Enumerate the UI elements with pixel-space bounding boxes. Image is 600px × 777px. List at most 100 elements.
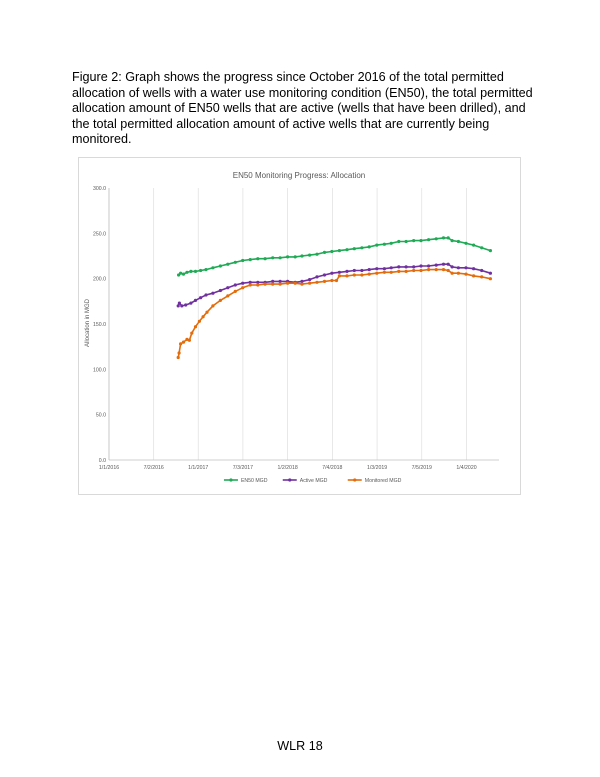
data-point <box>211 304 215 308</box>
data-point <box>404 269 408 273</box>
series-line <box>177 268 491 358</box>
data-point <box>345 269 349 273</box>
x-tick-label: 7/5/2019 <box>412 465 432 471</box>
data-point <box>184 303 188 307</box>
data-point <box>427 268 431 272</box>
data-point <box>248 258 252 262</box>
data-point <box>248 283 252 287</box>
data-point <box>233 289 237 293</box>
x-tick-label: 1/3/2019 <box>367 465 387 471</box>
data-point <box>488 249 492 253</box>
data-point <box>360 246 364 250</box>
x-tick-label: 1/1/2016 <box>99 465 119 471</box>
data-point <box>464 241 468 245</box>
y-tick-label: 300.0 <box>93 186 106 192</box>
series-monitored-mgd <box>176 268 492 360</box>
data-point <box>441 262 446 266</box>
data-point <box>419 264 423 268</box>
data-point <box>337 270 341 274</box>
data-point <box>389 241 393 245</box>
data-point <box>375 271 379 275</box>
data-point <box>322 250 327 254</box>
legend: EN50 MGD Active MGD Monitored MGD <box>223 478 402 484</box>
data-point <box>179 342 183 346</box>
data-point <box>181 340 186 344</box>
data-point <box>456 266 460 270</box>
data-point <box>300 282 304 286</box>
x-tick-label: 1/1/2017 <box>188 465 208 471</box>
data-point <box>286 281 290 285</box>
data-point <box>480 246 484 250</box>
data-point <box>345 274 349 278</box>
data-point <box>278 282 282 286</box>
data-point <box>308 281 312 285</box>
legend-swatch-marker <box>353 478 357 482</box>
data-point <box>201 315 205 319</box>
data-point <box>412 265 416 269</box>
data-point <box>382 267 386 271</box>
data-point <box>488 271 492 275</box>
x-tick-label: 7/2/2016 <box>144 465 164 471</box>
data-point <box>233 260 237 264</box>
data-point <box>404 239 408 244</box>
data-point <box>218 264 222 268</box>
x-tick-label: 1/2/2018 <box>278 465 298 471</box>
data-point <box>199 268 203 273</box>
data-point <box>382 270 386 274</box>
data-point <box>441 268 446 272</box>
data-point <box>427 238 431 242</box>
data-point <box>334 278 339 283</box>
data-point <box>211 291 215 295</box>
data-point <box>367 245 371 249</box>
data-point <box>187 338 191 342</box>
y-tick-label: 50.0 <box>96 413 106 419</box>
data-point <box>322 279 327 283</box>
data-point <box>181 272 186 276</box>
data-point <box>189 301 193 305</box>
data-point <box>218 288 222 293</box>
data-point <box>441 236 446 240</box>
data-point <box>419 268 423 273</box>
legend-label: Active MGD <box>300 478 328 484</box>
series-en50-mgd <box>177 236 492 277</box>
data-point <box>256 280 260 284</box>
data-point <box>330 271 334 275</box>
data-point <box>389 270 393 274</box>
data-point <box>389 266 393 270</box>
data-point <box>456 271 460 275</box>
data-point <box>308 253 312 257</box>
data-point <box>446 262 450 266</box>
data-point <box>322 273 327 277</box>
data-point <box>189 269 193 273</box>
data-point <box>360 268 364 273</box>
data-point <box>263 282 267 286</box>
data-point <box>315 280 319 284</box>
y-axis-label: Allocation in MGD <box>85 298 91 347</box>
data-point <box>197 319 201 323</box>
series-lines <box>176 236 492 360</box>
data-point <box>226 286 230 290</box>
data-point <box>286 255 290 259</box>
data-point <box>278 279 282 283</box>
y-tick-label: 150.0 <box>93 322 106 328</box>
data-point <box>330 278 334 283</box>
data-point <box>427 264 431 268</box>
data-point <box>193 298 198 302</box>
data-point <box>434 237 438 241</box>
x-tick-label: 1/4/2020 <box>456 465 476 471</box>
data-point <box>337 249 341 253</box>
page-footer: WLR 18 <box>277 739 323 753</box>
legend-label: Monitored MGD <box>365 478 402 484</box>
data-point <box>450 239 454 243</box>
data-point <box>464 272 468 276</box>
chart-container: EN50 Monitoring Progress: Allocation All… <box>78 157 521 495</box>
data-point <box>367 268 371 272</box>
data-point <box>271 279 275 283</box>
data-point <box>263 257 267 261</box>
data-point <box>293 281 297 285</box>
data-point <box>218 298 222 302</box>
grid <box>108 188 467 460</box>
data-point <box>226 294 230 298</box>
data-point <box>397 239 401 244</box>
data-point <box>472 267 476 271</box>
